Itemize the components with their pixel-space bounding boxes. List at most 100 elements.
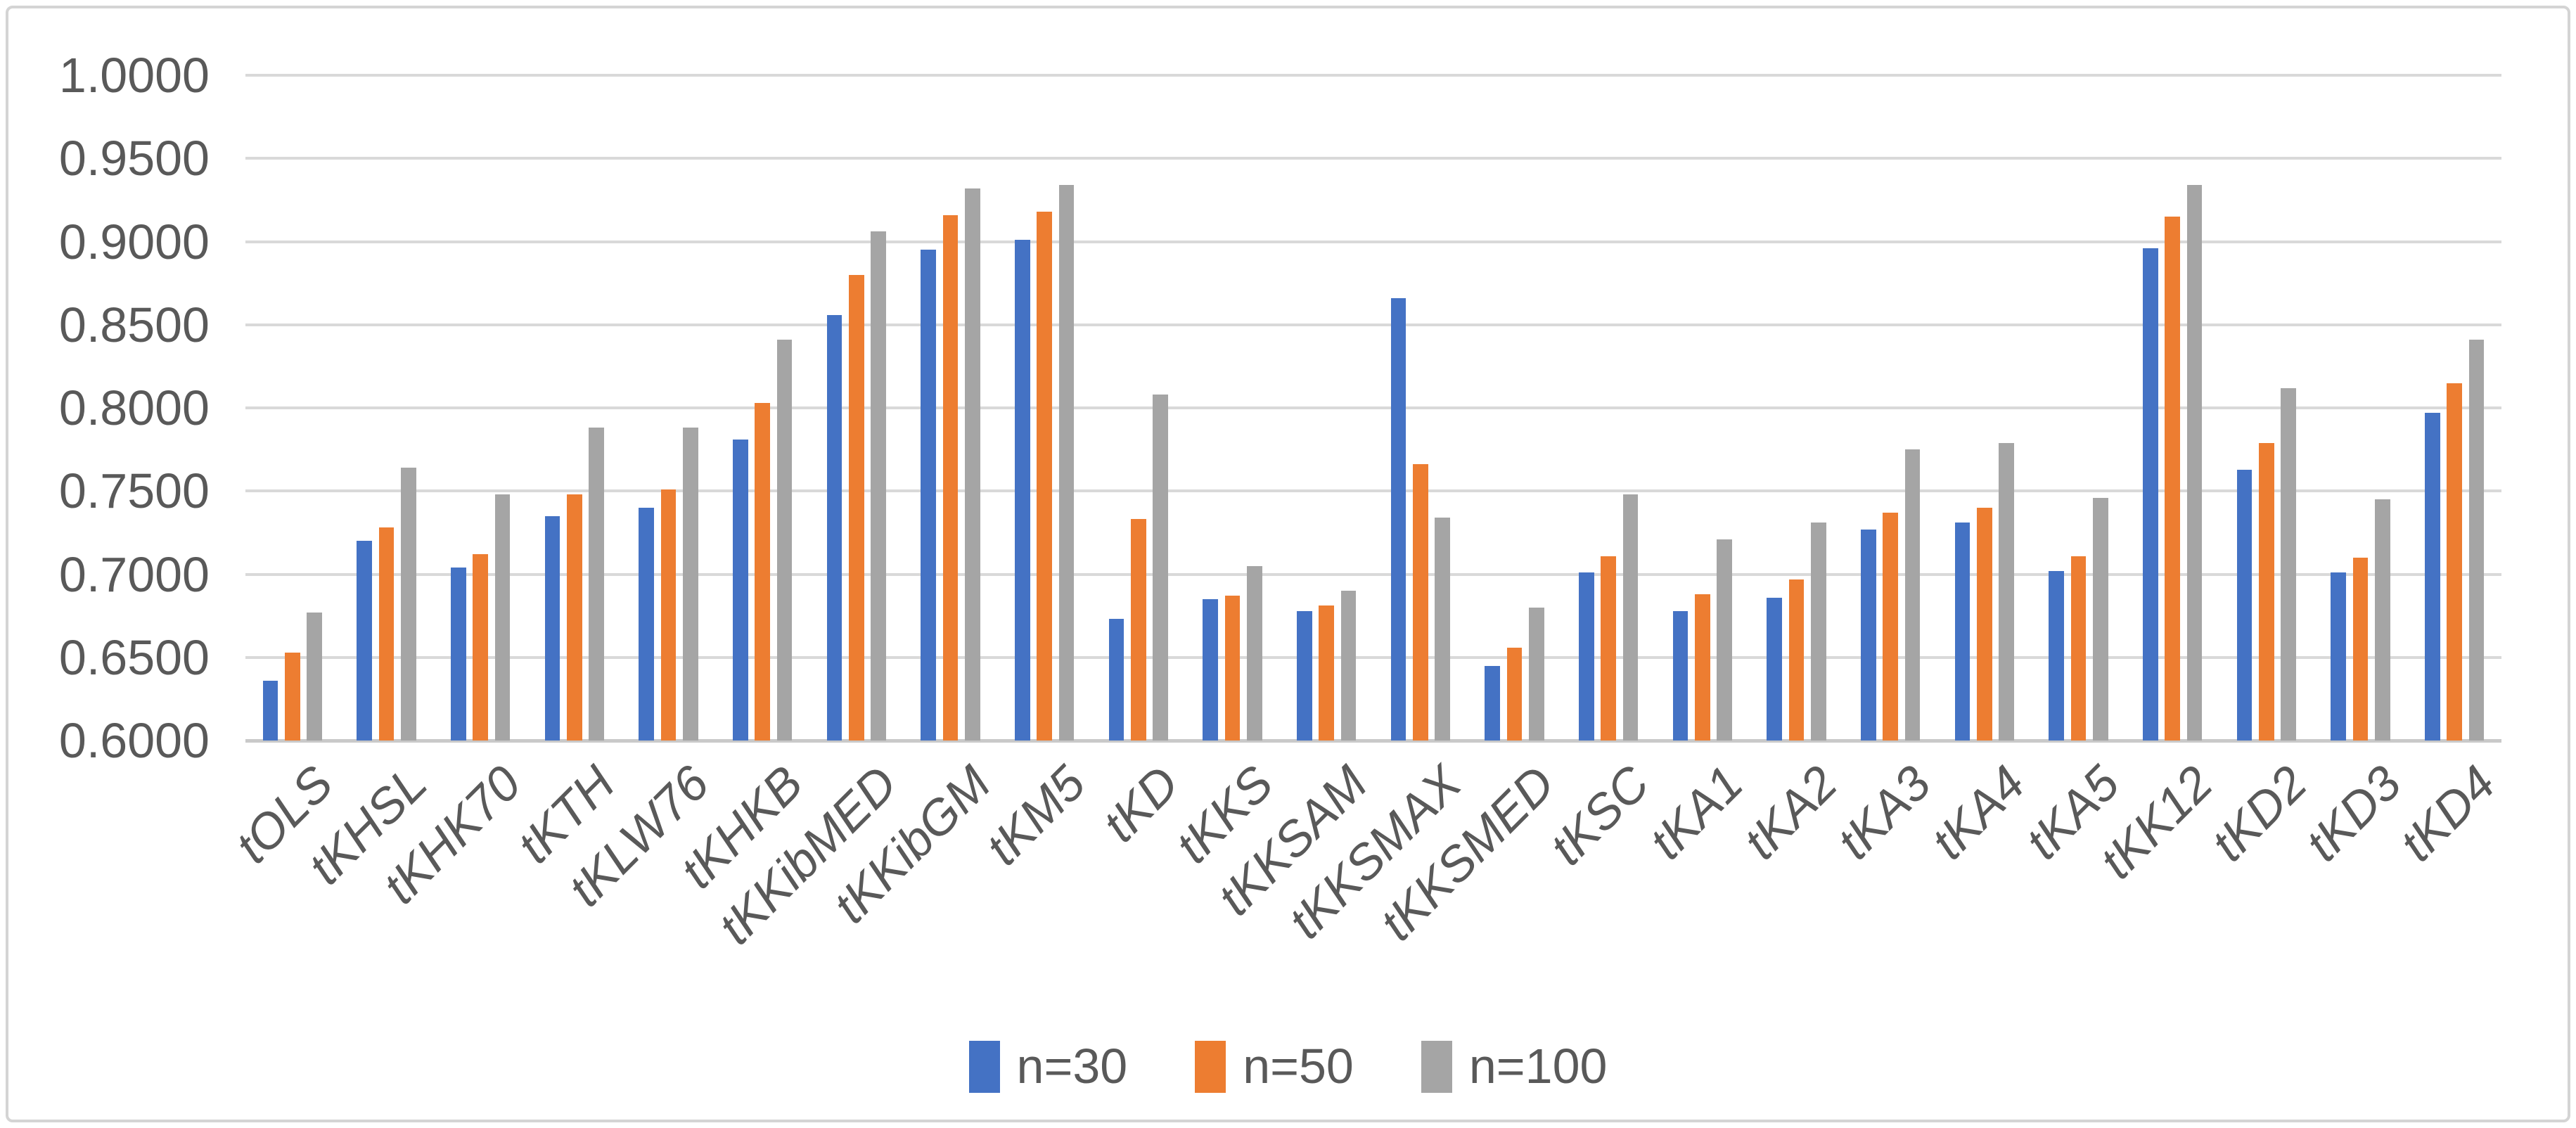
- bar-tKA3-n=30: [1860, 529, 1876, 741]
- bar-tKKSMAX-n=50: [1412, 464, 1428, 741]
- gridline: [245, 655, 2501, 659]
- bar-tKHK70-n=30: [450, 568, 466, 741]
- gridline: [245, 74, 2501, 77]
- bar-tKD3-n=30: [2331, 572, 2347, 741]
- bar-tKM5-n=30: [1014, 240, 1030, 741]
- gridline: [245, 157, 2501, 160]
- bar-tKKibMED-n=30: [826, 314, 842, 741]
- bar-tKTH-n=100: [589, 428, 604, 741]
- bar-tKKSMED-n=100: [1528, 607, 1544, 741]
- gridline: [245, 572, 2501, 576]
- legend-label-n50: n=50: [1243, 1039, 1354, 1094]
- legend-label-n100: n=100: [1468, 1039, 1608, 1094]
- category-label-tKA1: tKA1: [1639, 755, 1754, 870]
- y-tick-label: 0.6000: [58, 713, 210, 768]
- bar-tKKibMED-n=50: [848, 274, 864, 741]
- y-tick-label: 0.9500: [58, 131, 210, 186]
- bar-tKA4-n=100: [1999, 442, 2014, 741]
- category-label-tKD2: tKD2: [2200, 755, 2318, 872]
- bar-tKHSL-n=100: [400, 468, 416, 741]
- bar-tOLS-n=30: [262, 680, 278, 741]
- bar-tKKSAM-n=100: [1340, 591, 1357, 741]
- legend-swatch-n50: [1195, 1040, 1226, 1093]
- bar-tKHK70-n=50: [473, 554, 489, 741]
- bar-tKHSL-n=30: [357, 541, 373, 741]
- bar-tKD-n=50: [1130, 519, 1146, 741]
- bar-tKA5-n=30: [2049, 570, 2065, 741]
- x-axis-line: [245, 739, 2501, 743]
- bar-tKA2-n=100: [1810, 523, 1826, 741]
- bar-tKKibGM-n=100: [964, 188, 980, 741]
- bar-tKK12-n=100: [2186, 185, 2203, 741]
- bar-tKKSAM-n=30: [1296, 610, 1312, 741]
- bar-tKM5-n=50: [1037, 211, 1053, 741]
- gridline: [245, 489, 2501, 493]
- legend-item-n30: n=30: [968, 1039, 1128, 1094]
- y-tick-label: 0.7500: [58, 463, 210, 519]
- bar-tKA5-n=50: [2070, 556, 2087, 741]
- bar-tKK12-n=50: [2165, 217, 2181, 741]
- bar-tKHSL-n=50: [378, 527, 395, 741]
- bar-tKKSMAX-n=100: [1435, 518, 1450, 741]
- bar-tKKSMED-n=30: [1485, 665, 1501, 741]
- bar-tOLS-n=100: [307, 612, 322, 741]
- category-label-tKSC: tKSC: [1539, 755, 1660, 876]
- bar-tKD-n=100: [1153, 395, 1168, 741]
- bar-tKA1-n=30: [1672, 610, 1689, 741]
- bar-tKD4-n=100: [2468, 340, 2485, 741]
- bar-tKKibMED-n=100: [871, 231, 886, 741]
- legend: n=30 n=50 n=100: [0, 1039, 2576, 1094]
- y-tick-label: 0.7000: [58, 546, 210, 602]
- bar-tKSC-n=50: [1601, 556, 1617, 741]
- bar-tKKS-n=100: [1246, 565, 1262, 741]
- y-tick-label: 0.8000: [58, 380, 210, 435]
- bar-tKA3-n=100: [1904, 449, 1921, 741]
- bar-tKD-n=30: [1108, 619, 1124, 741]
- bar-tKLW76-n=50: [660, 489, 677, 741]
- bar-tKM5-n=100: [1058, 185, 1075, 741]
- y-tick-label: 0.6500: [58, 629, 210, 685]
- legend-swatch-n30: [968, 1040, 1000, 1093]
- legend-label-n30: n=30: [1016, 1039, 1128, 1094]
- gridline: [245, 323, 2501, 326]
- bar-tKHKB-n=100: [776, 340, 793, 741]
- category-label-tKA4: tKA4: [1921, 755, 2036, 870]
- bar-tKK12-n=30: [2142, 248, 2158, 741]
- category-label-tKA2: tKA2: [1733, 755, 1847, 870]
- plot-area: [245, 74, 2501, 743]
- bar-tKTH-n=50: [566, 494, 582, 741]
- bar-tKHKB-n=50: [755, 402, 771, 741]
- category-label-tKM5: tKM5: [975, 755, 1096, 876]
- bar-tKKibGM-n=30: [921, 250, 937, 741]
- bar-tKD2-n=30: [2236, 469, 2253, 741]
- bar-tKD2-n=100: [2281, 387, 2296, 741]
- legend-item-n100: n=100: [1421, 1039, 1608, 1094]
- bar-tKSC-n=30: [1578, 572, 1594, 741]
- bar-tKA2-n=50: [1788, 579, 1805, 741]
- bar-tKTH-n=30: [544, 515, 560, 741]
- bar-tKA1-n=50: [1694, 594, 1710, 741]
- category-label-tKA3: tKA3: [1827, 755, 1942, 870]
- bar-tKHKB-n=30: [732, 439, 748, 741]
- y-tick-label: 1.0000: [58, 48, 210, 103]
- category-label-tKD3: tKD3: [2295, 755, 2411, 872]
- y-tick-label: 0.8500: [58, 297, 210, 352]
- bar-tKD3-n=50: [2352, 557, 2369, 741]
- bar-tKKS-n=30: [1203, 598, 1219, 741]
- bar-tKA5-n=100: [2092, 497, 2108, 741]
- bar-tKA3-n=50: [1883, 513, 1899, 741]
- bar-tOLS-n=50: [284, 652, 300, 741]
- gridline: [245, 406, 2501, 409]
- bar-tKA4-n=30: [1954, 523, 1971, 741]
- bar-tKKSMED-n=50: [1506, 647, 1523, 741]
- bar-tKKSAM-n=50: [1319, 605, 1335, 741]
- bar-tKA2-n=30: [1767, 597, 1783, 741]
- bar-tKKibGM-n=50: [942, 214, 959, 741]
- bar-tKSC-n=100: [1622, 494, 1639, 741]
- bar-tKD2-n=50: [2258, 442, 2274, 741]
- bar-tKD3-n=100: [2374, 499, 2390, 741]
- bar-tKLW76-n=30: [639, 507, 655, 741]
- bar-tKLW76-n=100: [682, 428, 698, 741]
- bar-tKD4-n=50: [2447, 383, 2463, 741]
